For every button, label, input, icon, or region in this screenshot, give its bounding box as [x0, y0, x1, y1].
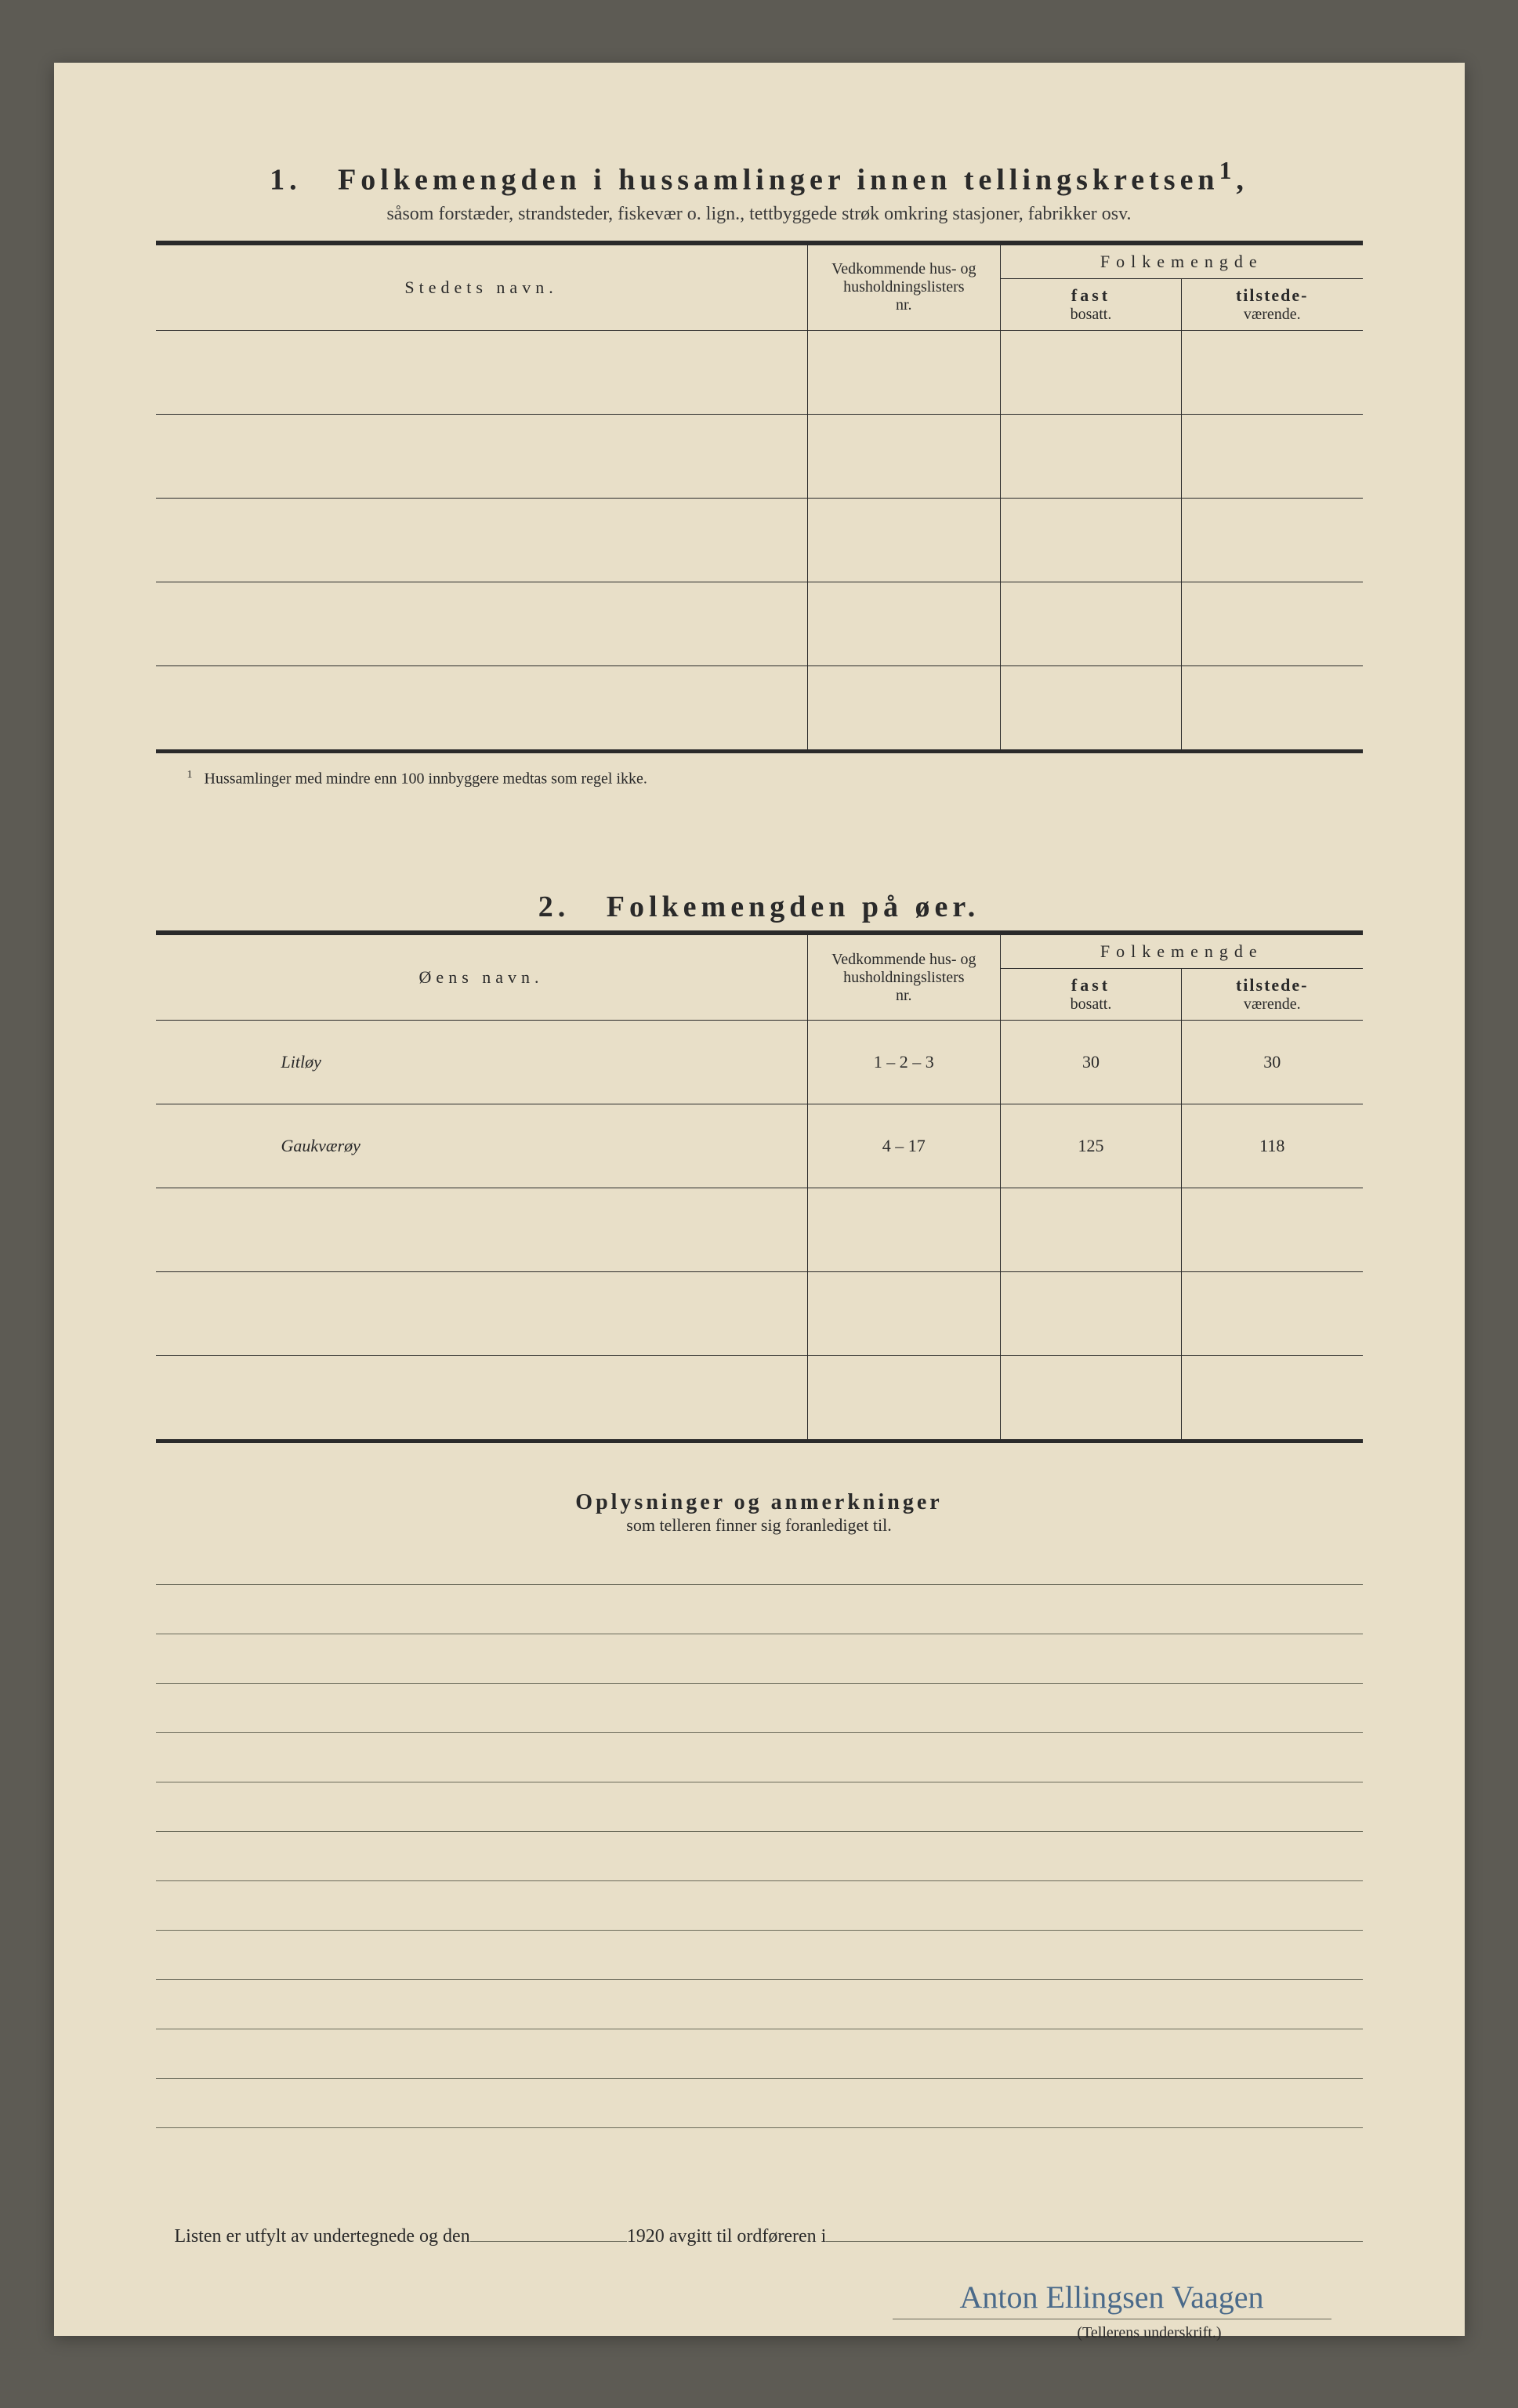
- ruled-line: [156, 2078, 1363, 2079]
- section1-number: 1.: [270, 164, 302, 197]
- section2-col-name: Øens navn.: [156, 935, 808, 1021]
- row0-nr: 1 – 2 – 3: [807, 1021, 1000, 1104]
- ruled-line: [156, 1584, 1363, 1585]
- signature-area: Anton Ellingsen Vaagen: [156, 2279, 1363, 2319]
- table-row: [156, 665, 1363, 751]
- s2-nr-l2: husholdningslisters: [816, 969, 992, 987]
- section1-footnote: 1 Hussamlinger med mindre enn 100 innbyg…: [187, 769, 1363, 789]
- table-row: [156, 1188, 1363, 1272]
- ruled-line: [156, 1831, 1363, 1832]
- s2-fast2: bosatt.: [1009, 995, 1173, 1014]
- s2-til2: værende.: [1190, 995, 1355, 1014]
- section1-col-til: tilstede- værende.: [1181, 278, 1362, 330]
- table-row: [156, 498, 1363, 582]
- s1-nr-l3: nr.: [816, 296, 992, 314]
- section1-col-nr: Vedkommende hus- og husholdningslisters …: [807, 245, 1000, 330]
- ruled-line: [156, 1979, 1363, 1980]
- section2-title-text: Folkemengden på øer.: [607, 890, 980, 923]
- remarks-subtitle: som telleren finner sig foranlediget til…: [156, 1515, 1363, 1536]
- section2-col-til: tilstede- værende.: [1181, 969, 1362, 1021]
- table-row: Gaukværøy 4 – 17 125 118: [156, 1104, 1363, 1188]
- row0-til: 30: [1181, 1021, 1362, 1104]
- row1-til: 118: [1181, 1104, 1362, 1188]
- table-row: [156, 414, 1363, 498]
- bottom-part1: Listen er utfylt av undertegnede og den: [175, 2226, 470, 2247]
- s1-til1: tilstede-: [1190, 285, 1355, 306]
- s1-fast2: bosatt.: [1009, 306, 1173, 324]
- section1-table: Stedets navn. Vedkommende hus- og hushol…: [156, 245, 1363, 753]
- row0-name: Litløy: [156, 1021, 808, 1104]
- s1-nr-l1: Vedkommende hus- og: [816, 260, 992, 278]
- s2-nr-l1: Vedkommende hus- og: [816, 951, 992, 969]
- table-row: Litløy 1 – 2 – 3 30 30: [156, 1021, 1363, 1104]
- ruled-line: [156, 2127, 1363, 2128]
- s1-nr-l2: husholdningslisters: [816, 278, 992, 296]
- row0-fast: 30: [1000, 1021, 1181, 1104]
- row1-name: Gaukværøy: [156, 1104, 808, 1188]
- section2-title: 2. Folkemengden på øer.: [156, 890, 1363, 924]
- section2-table: Øens navn. Vedkommende hus- og husholdni…: [156, 934, 1363, 1443]
- remarks-ruled-area: [156, 1584, 1363, 2128]
- s2-fast1: fast: [1009, 975, 1173, 995]
- bottom-blank-date: [470, 2222, 627, 2242]
- section1-col-fast: fast bosatt.: [1000, 278, 1181, 330]
- signature: Anton Ellingsen Vaagen: [893, 2279, 1331, 2319]
- row1-nr: 4 – 17: [807, 1104, 1000, 1188]
- ruled-line: [156, 1880, 1363, 1881]
- bottom-part2: 1920 avgitt til ordføreren i: [627, 2226, 827, 2247]
- section1-title: 1. Folkemengden i hussamlinger innen tel…: [156, 157, 1363, 198]
- ruled-line: [156, 1683, 1363, 1684]
- table-row: [156, 330, 1363, 414]
- ruled-line: [156, 1930, 1363, 1931]
- section2-number: 2.: [538, 890, 571, 923]
- section2-col-nr: Vedkommende hus- og husholdningslisters …: [807, 935, 1000, 1021]
- table-row: [156, 582, 1363, 665]
- footnote-text: Hussamlinger med mindre enn 100 innbygge…: [205, 770, 647, 787]
- row1-fast: 125: [1000, 1104, 1181, 1188]
- section2-col-fast: fast bosatt.: [1000, 969, 1181, 1021]
- remarks-title: Oplysninger og anmerkninger: [156, 1490, 1363, 1515]
- signature-label: (Tellerens underskrift.): [156, 2324, 1363, 2342]
- s1-fast1: fast: [1009, 285, 1173, 306]
- table-row: [156, 1272, 1363, 1356]
- gap: [156, 788, 1363, 890]
- table-row: [156, 1356, 1363, 1442]
- section2-col-folk: Folkemengde: [1000, 935, 1362, 969]
- ruled-line: [156, 1732, 1363, 1733]
- s1-til2: værende.: [1190, 306, 1355, 324]
- section1-col-name: Stedets navn.: [156, 245, 808, 330]
- footnote-mark: 1: [187, 769, 193, 781]
- section1-sup: 1: [1219, 157, 1237, 184]
- census-form-page: 1. Folkemengden i hussamlinger innen tel…: [54, 63, 1465, 2336]
- s2-til1: tilstede-: [1190, 975, 1355, 995]
- bottom-blank-place: [826, 2222, 1362, 2242]
- section1-subtitle: såsom forstæder, strandsteder, fiskevær …: [156, 204, 1363, 225]
- s2-nr-l3: nr.: [816, 987, 992, 1005]
- bottom-attestation: Listen er utfylt av undertegnede og den …: [156, 2222, 1363, 2247]
- section1-col-folk: Folkemengde: [1000, 245, 1362, 278]
- section1-title-text: Folkemengden i hussamlinger innen tellin…: [338, 164, 1219, 197]
